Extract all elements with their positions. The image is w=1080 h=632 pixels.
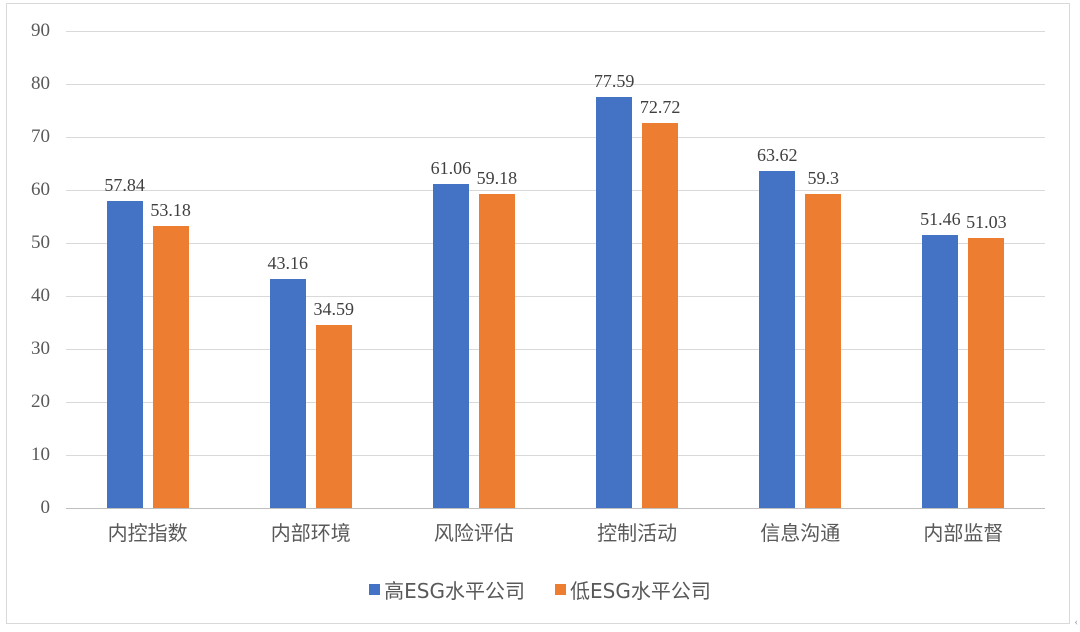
- bar-high-esg: [759, 170, 796, 508]
- data-label: 53.18: [150, 200, 191, 221]
- bar-high-esg: [106, 201, 143, 508]
- bar-high-esg: [269, 279, 306, 508]
- plot-area: 0 10 20 30 40 50 60 70 80 90 57.84 53.18 内控指数 43.16 34…: [31, 20, 1045, 545]
- y-tick-label: 90: [31, 20, 50, 41]
- gridline: [66, 243, 1045, 244]
- data-label: 57.84: [104, 175, 145, 196]
- legend-swatch-icon: [369, 584, 381, 595]
- data-label: 34.59: [313, 298, 355, 319]
- gridline: [66, 296, 1045, 297]
- bar-low-esg: [478, 194, 515, 508]
- legend-item: 高ESG水平公司: [369, 575, 525, 604]
- y-tick-label: 80: [31, 73, 50, 94]
- gridline: [66, 190, 1045, 191]
- data-label: 51.03: [966, 211, 1007, 232]
- corner-arrow-icon: ‹: [1074, 616, 1078, 628]
- gridline: [66, 349, 1045, 350]
- legend-swatch-icon: [555, 584, 566, 595]
- x-tick-label: 控制活动: [597, 521, 678, 545]
- x-tick-label: 信息沟通: [760, 521, 841, 545]
- x-tick-label: 风险评估: [433, 521, 514, 545]
- bar-low-esg: [968, 237, 1005, 508]
- y-tick-label: 30: [31, 338, 50, 359]
- y-tick-label: 50: [31, 232, 50, 253]
- x-tick-label: 内控指数: [107, 521, 188, 545]
- y-tick-label: 0: [40, 497, 51, 518]
- bar-high-esg: [922, 235, 959, 508]
- bar-low-esg: [805, 193, 842, 508]
- y-tick-label: 40: [31, 285, 50, 306]
- y-tick-label: 20: [31, 391, 50, 412]
- legend-label: 高ESG水平公司: [384, 579, 525, 603]
- data-label: 59.3: [807, 167, 840, 188]
- data-label: 77.59: [593, 70, 635, 91]
- gridline: [66, 84, 1045, 85]
- x-tick-label: 内部监督: [923, 521, 1004, 545]
- gridline: [66, 508, 1045, 509]
- y-tick-label: 70: [31, 126, 50, 147]
- data-label: 59.18: [476, 168, 518, 189]
- data-label: 61.06: [430, 158, 472, 179]
- data-label: 63.62: [757, 144, 798, 165]
- x-tick-label: 内部环境: [270, 521, 351, 545]
- gridline: [66, 31, 1045, 32]
- y-tick-label: 60: [31, 179, 50, 200]
- bar-high-esg: [432, 184, 469, 508]
- bar-high-esg: [596, 96, 633, 508]
- data-label: 43.16: [267, 253, 309, 274]
- legend-label: 低ESG水平公司: [570, 579, 711, 603]
- gridline: [66, 402, 1045, 403]
- data-label: 51.46: [920, 209, 961, 230]
- legend: 高ESG水平公司 低ESG水平公司: [0, 575, 1080, 604]
- bar-low-esg: [315, 324, 352, 508]
- bar-low-esg: [642, 122, 679, 508]
- legend-item: 低ESG水平公司: [555, 575, 711, 604]
- y-tick-label: 10: [31, 444, 50, 465]
- gridline: [66, 455, 1045, 456]
- data-label: 72.72: [639, 96, 681, 117]
- bar-low-esg: [152, 226, 189, 508]
- gridline: [66, 137, 1045, 138]
- chart-frame: [6, 3, 1070, 624]
